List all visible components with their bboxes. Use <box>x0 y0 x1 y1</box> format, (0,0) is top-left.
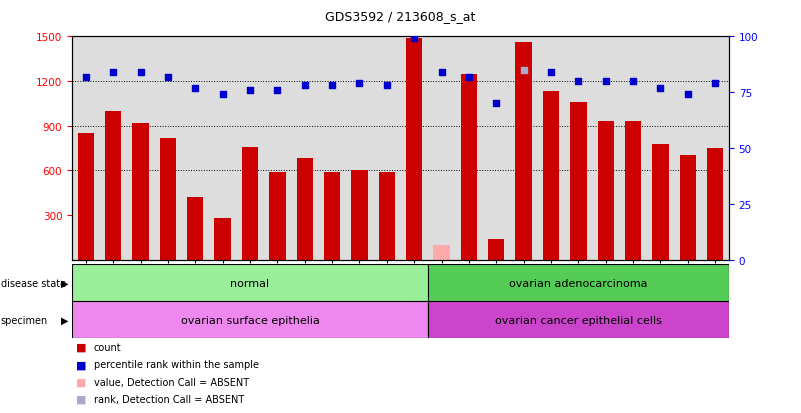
Bar <box>132 123 149 260</box>
Text: ■: ■ <box>76 359 87 369</box>
Text: ▶: ▶ <box>61 315 68 325</box>
Bar <box>269 173 285 260</box>
Bar <box>515 43 532 260</box>
Point <box>599 78 612 85</box>
Text: disease state: disease state <box>1 278 66 288</box>
Text: percentile rank within the sample: percentile rank within the sample <box>94 359 259 369</box>
Point <box>517 67 530 74</box>
Bar <box>428 264 729 301</box>
Text: ovarian adenocarcinoma: ovarian adenocarcinoma <box>509 278 648 288</box>
Point <box>490 101 503 107</box>
Point <box>271 88 284 94</box>
Point <box>107 69 119 76</box>
Point <box>134 69 147 76</box>
Bar <box>428 301 729 339</box>
Point <box>298 83 311 90</box>
Text: ■: ■ <box>76 394 87 404</box>
Point <box>380 83 393 90</box>
Text: ■: ■ <box>76 377 87 387</box>
Text: count: count <box>94 342 121 352</box>
Bar <box>461 74 477 260</box>
Point <box>189 85 202 92</box>
Bar <box>296 159 313 260</box>
Text: ▶: ▶ <box>61 278 68 288</box>
Point <box>545 69 557 76</box>
Bar <box>652 144 669 260</box>
Point <box>462 74 475 81</box>
Point <box>626 78 639 85</box>
Bar <box>625 122 642 260</box>
Bar <box>159 138 176 260</box>
Bar <box>187 198 203 260</box>
Text: ovarian cancer epithelial cells: ovarian cancer epithelial cells <box>495 315 662 325</box>
Bar <box>488 240 505 260</box>
Point <box>79 74 92 81</box>
Bar <box>707 149 723 260</box>
Bar <box>598 122 614 260</box>
Text: ovarian surface epithelia: ovarian surface epithelia <box>180 315 320 325</box>
Bar <box>72 264 428 301</box>
Point <box>435 69 448 76</box>
Point <box>162 74 175 81</box>
Bar <box>78 134 94 260</box>
Bar <box>433 245 450 260</box>
Point <box>353 81 366 87</box>
Bar <box>351 171 368 260</box>
Bar <box>543 92 559 260</box>
Bar <box>242 147 258 260</box>
Bar <box>215 218 231 260</box>
Bar <box>105 112 122 260</box>
Text: rank, Detection Call = ABSENT: rank, Detection Call = ABSENT <box>94 394 244 404</box>
Bar <box>379 173 395 260</box>
Point <box>408 36 421 43</box>
Point <box>244 88 256 94</box>
Bar <box>406 39 422 260</box>
Bar <box>324 173 340 260</box>
Bar <box>72 301 428 339</box>
Text: ■: ■ <box>76 342 87 352</box>
Point <box>654 85 667 92</box>
Point <box>572 78 585 85</box>
Text: GDS3592 / 213608_s_at: GDS3592 / 213608_s_at <box>325 10 476 23</box>
Point <box>216 92 229 98</box>
Text: specimen: specimen <box>1 315 48 325</box>
Point <box>709 81 722 87</box>
Bar <box>570 102 586 260</box>
Text: normal: normal <box>231 278 270 288</box>
Bar <box>679 156 696 260</box>
Text: value, Detection Call = ABSENT: value, Detection Call = ABSENT <box>94 377 249 387</box>
Point <box>682 92 694 98</box>
Point <box>326 83 339 90</box>
